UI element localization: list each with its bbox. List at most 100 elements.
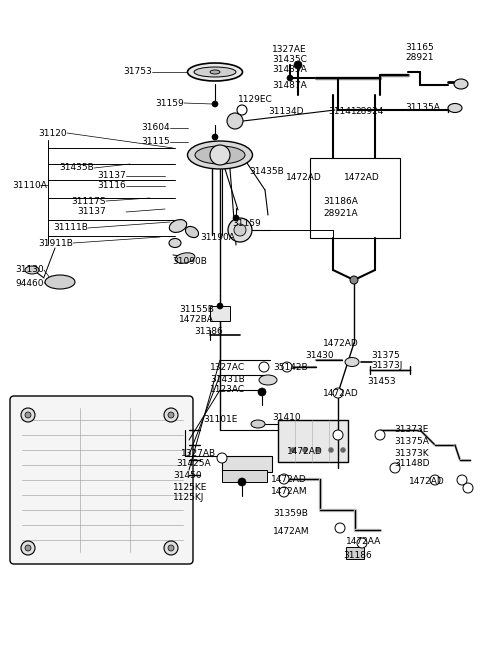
Circle shape (430, 475, 440, 485)
Text: 31386: 31386 (194, 326, 223, 335)
Text: 1472AA: 1472AA (346, 536, 381, 546)
Text: 31130: 31130 (15, 265, 44, 274)
Circle shape (258, 388, 266, 396)
Text: 1472BA: 1472BA (179, 316, 214, 324)
Text: 1472AD: 1472AD (409, 477, 445, 487)
Circle shape (164, 408, 178, 422)
Ellipse shape (345, 358, 359, 367)
Ellipse shape (195, 146, 245, 164)
Ellipse shape (25, 266, 39, 274)
Circle shape (217, 303, 223, 309)
Text: 31116: 31116 (97, 181, 126, 191)
Ellipse shape (454, 79, 468, 89)
Circle shape (375, 430, 385, 440)
Text: 31148D: 31148D (394, 458, 430, 468)
Circle shape (350, 276, 358, 284)
Text: 28921: 28921 (405, 54, 433, 62)
Text: 31487A: 31487A (272, 81, 307, 90)
Text: 31375: 31375 (371, 350, 400, 360)
Circle shape (25, 412, 31, 418)
Text: 31101E: 31101E (203, 415, 238, 424)
Text: 1472AD: 1472AD (323, 388, 359, 398)
Bar (278, 420, 348, 462)
Ellipse shape (251, 420, 265, 428)
Circle shape (457, 475, 467, 485)
Text: 1472AM: 1472AM (271, 487, 308, 495)
Text: 31186: 31186 (343, 552, 372, 561)
Text: 31111B: 31111B (53, 223, 88, 233)
Text: 31435A: 31435A (272, 66, 307, 75)
Text: 1472AD: 1472AD (286, 174, 322, 183)
Ellipse shape (194, 67, 236, 77)
Circle shape (210, 145, 230, 165)
Text: 31120: 31120 (38, 128, 67, 138)
Text: 31155B: 31155B (179, 305, 214, 314)
Text: 31090B: 31090B (172, 257, 207, 265)
Text: 31453: 31453 (367, 377, 396, 386)
Circle shape (259, 362, 269, 372)
Text: 1327AC: 1327AC (210, 364, 245, 373)
Text: 31373J: 31373J (371, 362, 402, 371)
Text: 31141: 31141 (328, 107, 357, 117)
Circle shape (233, 215, 239, 221)
Text: 31911B: 31911B (38, 238, 73, 248)
Text: 31450: 31450 (173, 472, 202, 481)
Text: 28924: 28924 (355, 107, 384, 117)
Ellipse shape (169, 219, 187, 233)
Text: 31135A: 31135A (405, 102, 440, 111)
Text: 31134D: 31134D (268, 107, 303, 117)
Text: 1472AD: 1472AD (344, 174, 380, 183)
Circle shape (237, 105, 247, 115)
Circle shape (21, 541, 35, 555)
Text: 31165: 31165 (405, 43, 434, 52)
Text: 31359B: 31359B (273, 510, 308, 519)
Circle shape (21, 408, 35, 422)
Text: 1125KJ: 1125KJ (173, 493, 204, 502)
Text: 31373E: 31373E (394, 426, 428, 434)
Text: 31159: 31159 (155, 98, 184, 107)
Ellipse shape (175, 253, 195, 263)
Bar (222, 470, 267, 482)
Text: 31186A: 31186A (323, 198, 358, 206)
Ellipse shape (210, 70, 220, 74)
Circle shape (287, 75, 293, 81)
Circle shape (390, 463, 400, 473)
Text: 31159: 31159 (232, 219, 261, 229)
Text: 31435B: 31435B (59, 164, 94, 172)
Text: 1327AE: 1327AE (272, 45, 307, 54)
Circle shape (357, 538, 367, 548)
Bar (310, 158, 400, 238)
Circle shape (25, 545, 31, 551)
Ellipse shape (188, 141, 252, 169)
Circle shape (212, 101, 218, 107)
Circle shape (164, 541, 178, 555)
Text: 31373K: 31373K (394, 449, 429, 457)
Text: 31375A: 31375A (394, 436, 429, 445)
Text: 35142B: 35142B (273, 362, 308, 371)
Text: 31190A: 31190A (200, 233, 235, 242)
Text: 31430: 31430 (305, 350, 334, 360)
Text: 31435C: 31435C (272, 56, 307, 64)
Text: 31425A: 31425A (176, 458, 211, 468)
Ellipse shape (448, 103, 462, 113)
Circle shape (212, 134, 218, 140)
Ellipse shape (45, 275, 75, 289)
Text: 31604: 31604 (142, 124, 170, 132)
Circle shape (227, 113, 243, 129)
Circle shape (279, 487, 289, 497)
Text: 1472AD: 1472AD (323, 339, 359, 348)
Text: 1123AC: 1123AC (210, 386, 245, 394)
FancyBboxPatch shape (10, 396, 193, 564)
Circle shape (333, 430, 343, 440)
Circle shape (328, 447, 334, 453)
Circle shape (282, 362, 292, 372)
Circle shape (340, 447, 346, 453)
Circle shape (168, 545, 174, 551)
Text: 31137: 31137 (97, 172, 126, 181)
Text: 31137: 31137 (77, 208, 106, 217)
Circle shape (238, 478, 246, 486)
Circle shape (463, 483, 473, 493)
Text: 31753: 31753 (123, 67, 152, 77)
Text: 31117S: 31117S (72, 196, 106, 206)
Ellipse shape (259, 375, 277, 385)
